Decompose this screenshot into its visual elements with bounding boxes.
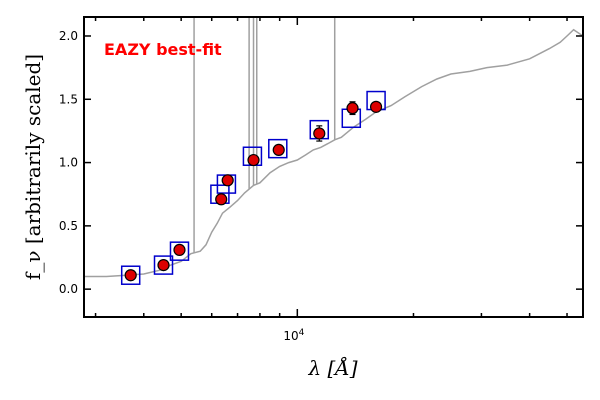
plot-area [84, 17, 583, 285]
observed-flux-point [124, 269, 137, 282]
axes-frame [83, 16, 584, 318]
observed-flux-point [313, 127, 326, 140]
x-tick-exponent: 4 [299, 328, 305, 338]
y-axis-label: f_ν [arbitrarily scaled] [21, 54, 45, 280]
model-flux-square [169, 241, 190, 261]
y-tick-label: 2.0 [59, 29, 78, 43]
y-tick-label: 1.0 [59, 156, 78, 170]
annotation-eazy-best-fit: EAZY best-fit [104, 40, 222, 59]
model-flux-square [120, 265, 141, 285]
model-flux-square [268, 138, 288, 159]
y-tick-label: 0.0 [59, 282, 78, 296]
y-tick-label: 0.5 [59, 219, 78, 233]
observed-flux-point [173, 243, 186, 257]
y-tick-label: 1.5 [59, 92, 78, 106]
observed-flux-point [272, 143, 285, 157]
template-spectrum-line [84, 28, 583, 278]
observed-flux-point [369, 100, 383, 113]
observed-flux-point [346, 102, 359, 115]
x-axis-label: λ [Å] [307, 355, 357, 380]
observed-flux-point [221, 174, 234, 187]
observed-flux-point [247, 153, 260, 167]
axis-ticks: 0.0 0.5 1.0 1.5 2.0 104 [59, 17, 583, 343]
x-tick-label: 104 [283, 328, 304, 343]
model-flux-square [153, 255, 174, 275]
observed-flux-point [157, 259, 170, 272]
clipped-group [84, 17, 583, 285]
observed-flux-point [215, 193, 228, 206]
